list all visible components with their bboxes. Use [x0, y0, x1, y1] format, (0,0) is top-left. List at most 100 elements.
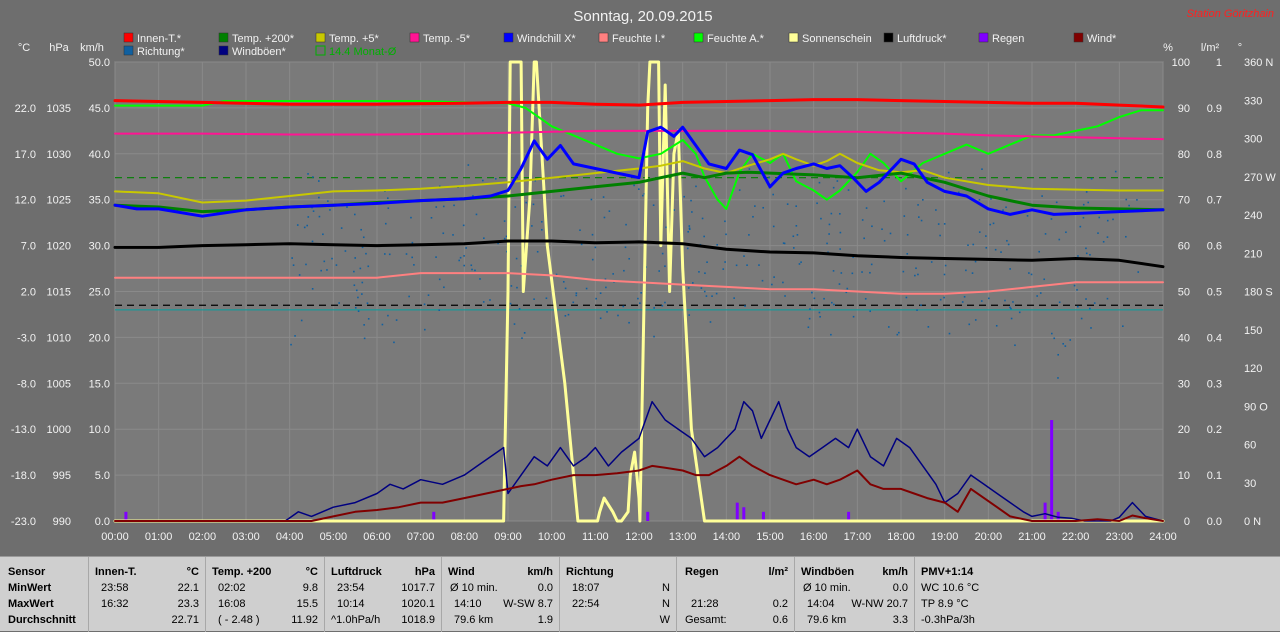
direction-point	[575, 294, 578, 297]
direction-point	[846, 287, 849, 290]
direction-point	[1041, 195, 1043, 197]
direction-point	[847, 189, 850, 191]
direction-point	[628, 257, 630, 260]
direction-point	[985, 246, 988, 249]
direction-point	[580, 243, 583, 246]
direction-point	[1004, 299, 1006, 302]
direction-point	[602, 196, 605, 198]
direction-point	[902, 270, 905, 273]
direction-point	[1012, 301, 1014, 303]
pressure-tick-label: 995	[53, 470, 71, 482]
legend-label: Feuchte I.*	[612, 33, 666, 45]
temp200-avg: 11.92	[291, 614, 318, 626]
series-line-temp-5	[114, 152, 1164, 204]
direction-point	[622, 305, 625, 308]
direction-point	[852, 315, 855, 318]
luftdruck-max-time: 10:14	[337, 598, 365, 610]
direction-point	[792, 247, 795, 249]
direction-point	[387, 207, 390, 210]
direction-point	[465, 247, 467, 249]
direction-point	[327, 200, 329, 202]
x-tick-label: 06:00	[363, 531, 391, 543]
direction-point	[438, 309, 441, 311]
pressure-tick-label: 1035	[47, 103, 71, 115]
x-tick-label: 21:00	[1018, 531, 1046, 543]
direction-point	[1090, 177, 1093, 180]
direction-point	[939, 298, 942, 301]
rain-bar	[847, 511, 851, 521]
direction-point	[1080, 317, 1083, 320]
wind-tick-label: 20.0	[89, 332, 110, 344]
temp-tick-label: 17.0	[15, 149, 36, 161]
direction-point	[640, 292, 642, 294]
direction-point	[746, 264, 748, 266]
humidity-tick-label: 100	[1172, 57, 1190, 69]
x-tick-label: 10:00	[538, 531, 566, 543]
humidity-tick-label: 10	[1178, 470, 1190, 482]
direction-point	[354, 306, 357, 309]
direction-point	[1089, 307, 1091, 310]
direction-point	[1006, 188, 1008, 191]
direction-point	[423, 303, 426, 306]
humidity-tick-label: 20	[1178, 424, 1190, 436]
x-tick-label: 04:00	[276, 531, 304, 543]
humidity-tick-label: 70	[1178, 195, 1190, 207]
direction-point	[798, 263, 801, 265]
direction-point	[935, 209, 937, 211]
temp200-avg-label: ( - 2.48 )	[218, 614, 260, 626]
direction-point	[1030, 273, 1033, 276]
direction-point	[564, 287, 567, 290]
direction-point	[698, 271, 700, 273]
direction-point	[1125, 198, 1128, 201]
direction-point	[424, 328, 426, 331]
x-tick-label: 19:00	[931, 531, 959, 543]
direction-point	[506, 250, 508, 253]
legend-label: 14.4 Monat-Ø	[329, 46, 397, 58]
wind-tick-label: 50.0	[89, 57, 110, 69]
richtung-r1-time: 18:07	[572, 582, 600, 594]
innen-avg: 22.71	[171, 614, 199, 626]
direction-point	[1026, 215, 1029, 217]
direction-point	[1064, 345, 1067, 347]
rain-bar	[1050, 420, 1054, 521]
direction-point	[291, 257, 293, 259]
direction-point	[312, 210, 315, 212]
direction-point	[567, 313, 570, 316]
direction-point	[1112, 218, 1114, 221]
direction-point	[691, 211, 693, 213]
direction-point	[381, 323, 384, 326]
direction-tick-label: 150	[1244, 325, 1262, 337]
direction-point	[771, 283, 773, 286]
direction-point	[340, 227, 343, 229]
direction-point	[820, 217, 822, 220]
wind-r3-label: 79.6 km	[454, 614, 494, 626]
direction-point	[435, 206, 438, 208]
wind-tick-label: 40.0	[89, 149, 110, 161]
direction-point	[298, 274, 301, 276]
legend-label: Temp. +5*	[329, 33, 380, 45]
stats-temp200: Temp. +200 °C 02:02 9.8 16:08 15.5 ( - 2.48…	[205, 557, 324, 632]
wind-r1-value: 0.0	[537, 582, 553, 594]
row-label-min: MinWert	[8, 582, 52, 594]
direction-point	[957, 191, 960, 194]
series-line-wind	[114, 455, 1164, 522]
wind-r3-value: 1.9	[537, 614, 553, 626]
direction-point	[353, 284, 356, 287]
direction-point	[692, 282, 694, 284]
direction-point	[617, 314, 619, 317]
direction-point	[796, 234, 799, 236]
stats-regen: Regen l/m² 21:28 0.2 Gesamt: 0.6	[676, 557, 794, 632]
legend-swatch	[218, 45, 229, 56]
direction-point	[361, 281, 364, 284]
direction-point	[903, 215, 906, 217]
direction-point	[475, 213, 478, 216]
pressure-tick-label: 1020	[47, 241, 71, 253]
reference-lines	[115, 177, 1163, 311]
legend-swatch	[788, 32, 799, 43]
direction-point	[716, 244, 719, 246]
direction-point	[413, 264, 415, 266]
series-line-sonnenschein	[113, 60, 1165, 523]
direction-point	[503, 220, 506, 222]
x-tick-label: 18:00	[887, 531, 915, 543]
rain-tick-label: 0.8	[1207, 149, 1222, 161]
